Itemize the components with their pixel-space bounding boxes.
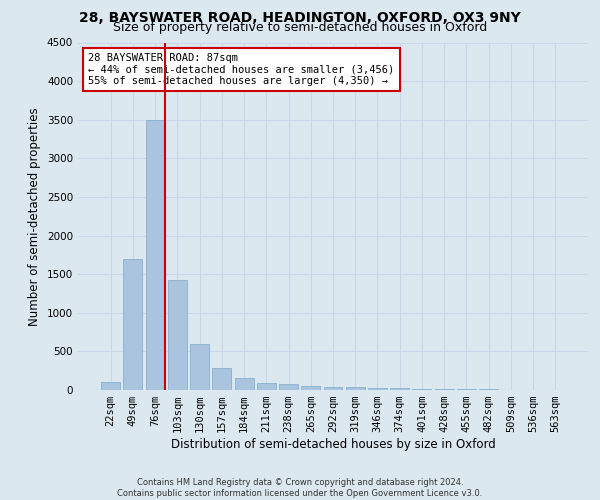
Bar — [124, 258, 142, 390]
Y-axis label: Number of semi-detached properties: Number of semi-detached properties — [28, 107, 41, 326]
Bar — [368, 388, 387, 390]
Bar — [190, 344, 209, 390]
Bar — [301, 386, 320, 390]
Bar — [435, 389, 454, 390]
Text: Size of property relative to semi-detached houses in Oxford: Size of property relative to semi-detach… — [113, 21, 487, 34]
Text: 28 BAYSWATER ROAD: 87sqm
← 44% of semi-detached houses are smaller (3,456)
55% o: 28 BAYSWATER ROAD: 87sqm ← 44% of semi-d… — [88, 53, 394, 86]
Bar — [257, 383, 276, 390]
Text: Contains HM Land Registry data © Crown copyright and database right 2024.
Contai: Contains HM Land Registry data © Crown c… — [118, 478, 482, 498]
Bar — [323, 387, 343, 390]
Bar — [390, 388, 409, 390]
Bar — [279, 384, 298, 390]
X-axis label: Distribution of semi-detached houses by size in Oxford: Distribution of semi-detached houses by … — [170, 438, 496, 451]
Bar — [346, 388, 365, 390]
Bar — [146, 120, 164, 390]
Bar — [412, 389, 431, 390]
Bar — [212, 368, 231, 390]
Bar — [457, 389, 476, 390]
Text: 28, BAYSWATER ROAD, HEADINGTON, OXFORD, OX3 9NY: 28, BAYSWATER ROAD, HEADINGTON, OXFORD, … — [79, 11, 521, 25]
Bar — [168, 280, 187, 390]
Bar — [101, 382, 120, 390]
Bar — [235, 378, 254, 390]
